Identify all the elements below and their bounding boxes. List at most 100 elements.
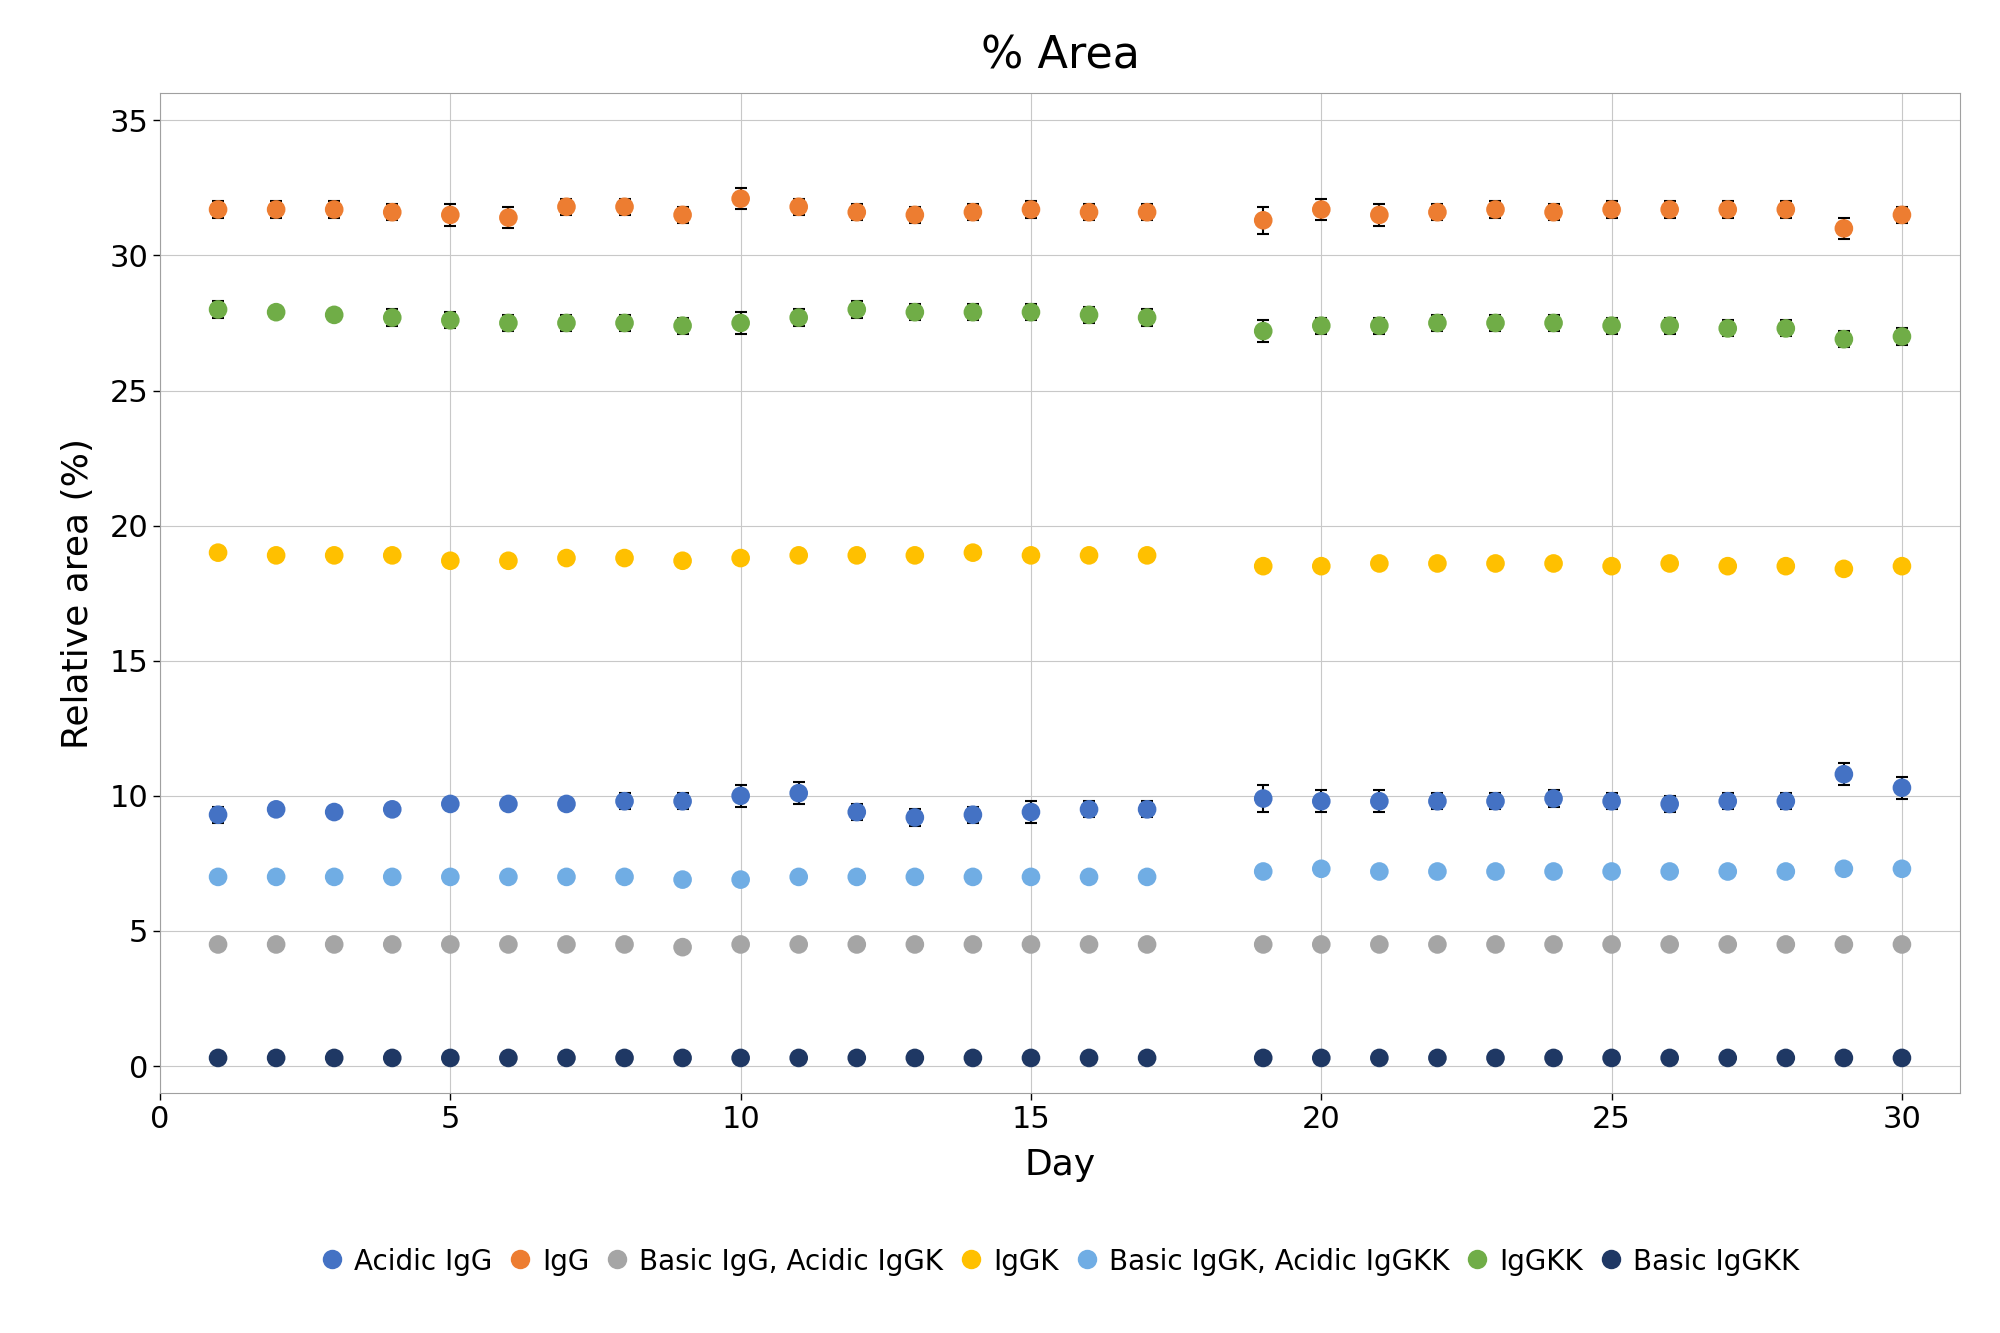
IgG (724, 188, 756, 209)
IgG (1422, 201, 1454, 223)
Basic IgG, Acidic IgGK (492, 934, 524, 956)
IgG (1770, 199, 1802, 220)
IgG (492, 207, 524, 228)
Basic IgG, Acidic IgGK (376, 934, 408, 956)
IgGKK (608, 312, 640, 333)
IgGK (1364, 553, 1396, 575)
IgGK (1654, 553, 1686, 575)
Basic IgGKK (1538, 1048, 1570, 1069)
IgG (840, 201, 872, 223)
IgG (608, 196, 640, 217)
IgGK (1538, 553, 1570, 575)
IgGKK (1538, 312, 1570, 333)
Basic IgGK, Acidic IgGKK (724, 869, 756, 890)
Basic IgGKK (1132, 1048, 1164, 1069)
Basic IgGKK (1074, 1048, 1106, 1069)
Basic IgGKK (898, 1048, 930, 1069)
Basic IgGKK (550, 1048, 582, 1069)
Basic IgGK, Acidic IgGKK (840, 866, 872, 888)
IgGKK (840, 299, 872, 320)
IgGKK (1364, 315, 1396, 336)
IgGKK (202, 299, 234, 320)
Acidic IgG (1828, 764, 1860, 785)
Acidic IgG (1654, 793, 1686, 814)
Acidic IgG (376, 798, 408, 820)
Basic IgGKK (840, 1048, 872, 1069)
Acidic IgG (724, 785, 756, 806)
Basic IgGKK (1886, 1048, 1918, 1069)
Acidic IgG (1480, 790, 1512, 812)
Basic IgG, Acidic IgGK (1364, 934, 1396, 956)
IgGKK (1654, 315, 1686, 336)
Acidic IgG (1364, 790, 1396, 812)
Basic IgGK, Acidic IgGKK (434, 866, 466, 888)
Basic IgGKK (1364, 1048, 1396, 1069)
Basic IgGK, Acidic IgGKK (1014, 866, 1046, 888)
Basic IgG, Acidic IgGK (1886, 934, 1918, 956)
Basic IgGKK (1770, 1048, 1802, 1069)
Basic IgGK, Acidic IgGKK (1480, 861, 1512, 882)
IgG (434, 204, 466, 225)
Basic IgGK, Acidic IgGKK (1538, 861, 1570, 882)
Basic IgGKK (1480, 1048, 1512, 1069)
Basic IgG, Acidic IgGK (434, 934, 466, 956)
IgG (1074, 201, 1106, 223)
Basic IgGK, Acidic IgGKK (1886, 858, 1918, 880)
Acidic IgG (202, 804, 234, 825)
Basic IgG, Acidic IgGK (898, 934, 930, 956)
Acidic IgG (782, 782, 814, 804)
Acidic IgG (318, 801, 350, 822)
IgGKK (1074, 304, 1106, 325)
Acidic IgG (1712, 790, 1744, 812)
Acidic IgG (260, 798, 292, 820)
Basic IgGKK (1014, 1048, 1046, 1069)
IgGK (1770, 556, 1802, 577)
Basic IgGK, Acidic IgGKK (1074, 866, 1106, 888)
IgG (1248, 209, 1280, 231)
IgGK (1248, 556, 1280, 577)
IgGK (1828, 559, 1860, 580)
Basic IgGK, Acidic IgGKK (492, 866, 524, 888)
Basic IgGKK (318, 1048, 350, 1069)
Basic IgGKK (1422, 1048, 1454, 1069)
Basic IgGKK (1306, 1048, 1338, 1069)
Basic IgG, Acidic IgGK (1712, 934, 1744, 956)
Acidic IgG (666, 790, 698, 812)
IgGKK (1886, 325, 1918, 347)
IgG (1306, 199, 1338, 220)
IgGKK (260, 301, 292, 323)
Acidic IgG (492, 793, 524, 814)
Basic IgGKK (1712, 1048, 1744, 1069)
Acidic IgG (898, 806, 930, 828)
Basic IgGKK (1596, 1048, 1628, 1069)
IgG (1480, 199, 1512, 220)
Basic IgGK, Acidic IgGKK (1306, 858, 1338, 880)
Acidic IgG (840, 801, 872, 822)
IgG (1654, 199, 1686, 220)
Basic IgG, Acidic IgGK (1248, 934, 1280, 956)
Acidic IgG (1248, 788, 1280, 809)
IgGKK (666, 315, 698, 336)
Basic IgGKK (202, 1048, 234, 1069)
IgGK (1074, 545, 1106, 567)
IgGKK (1712, 317, 1744, 339)
X-axis label: Day: Day (1024, 1148, 1096, 1182)
Basic IgGK, Acidic IgGKK (666, 869, 698, 890)
IgGK (956, 543, 988, 564)
Basic IgG, Acidic IgGK (840, 934, 872, 956)
Basic IgGK, Acidic IgGKK (1364, 861, 1396, 882)
Basic IgGKK (376, 1048, 408, 1069)
IgGK (898, 545, 930, 567)
IgG (1014, 199, 1046, 220)
IgGK (608, 548, 640, 569)
Basic IgGKK (666, 1048, 698, 1069)
IgGKK (376, 307, 408, 328)
Basic IgGKK (1828, 1048, 1860, 1069)
Basic IgGK, Acidic IgGKK (956, 866, 988, 888)
IgG (956, 201, 988, 223)
IgGK (202, 543, 234, 564)
Basic IgG, Acidic IgGK (1654, 934, 1686, 956)
Basic IgG, Acidic IgGK (666, 937, 698, 958)
Basic IgGK, Acidic IgGKK (782, 866, 814, 888)
IgGKK (1828, 328, 1860, 349)
